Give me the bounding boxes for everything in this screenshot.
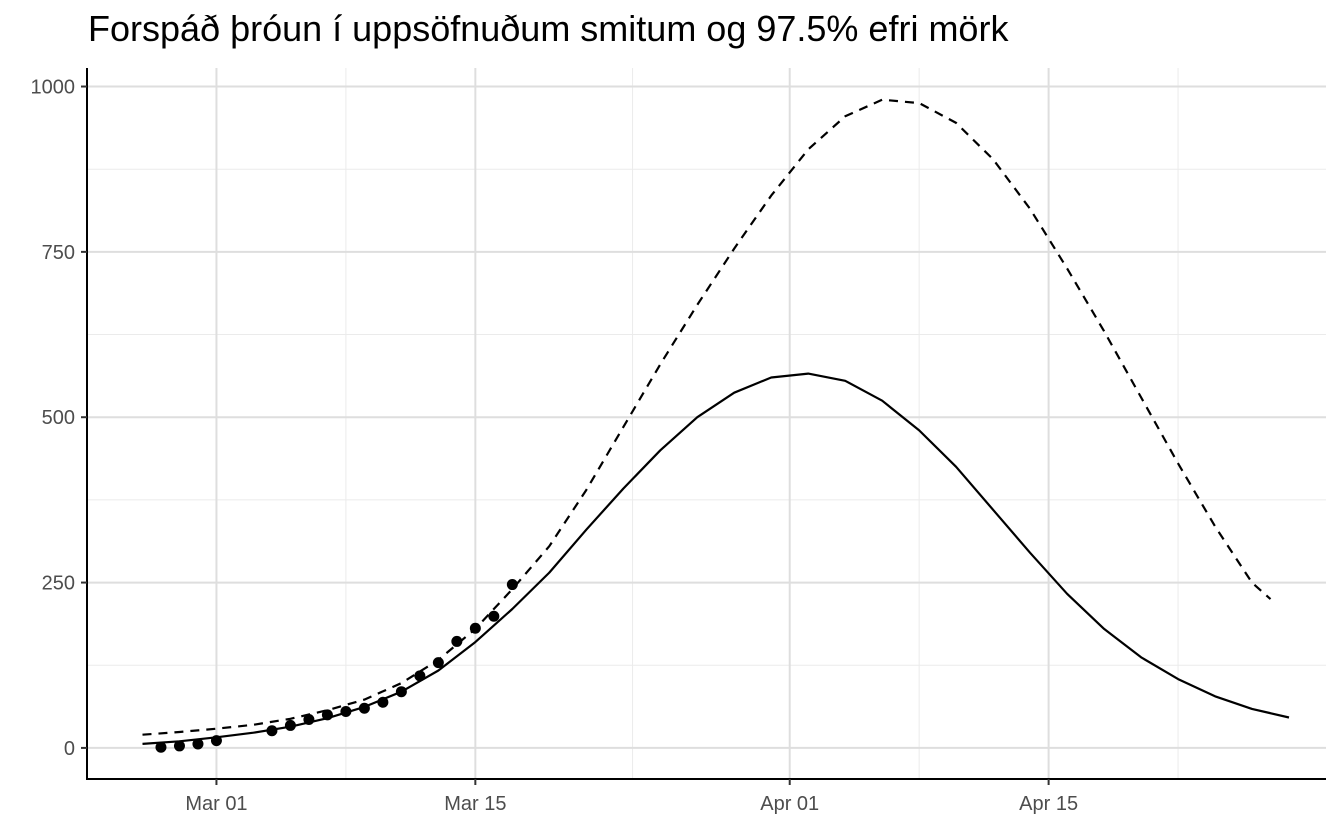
grid-major <box>87 68 1326 779</box>
data-point <box>451 635 463 647</box>
forecast-line <box>142 372 1290 745</box>
y-tick-label: 250 <box>42 573 75 595</box>
data-point <box>192 738 204 750</box>
series-layer <box>142 98 1290 753</box>
upper-bound-line <box>142 98 1272 736</box>
data-point <box>432 657 444 669</box>
y-tick-label: 1000 <box>31 77 76 99</box>
y-tick-label: 750 <box>42 242 75 264</box>
data-point <box>173 740 185 752</box>
y-tick-label: 500 <box>42 407 75 429</box>
data-point <box>506 579 518 591</box>
x-tick-label: Mar 01 <box>185 793 247 815</box>
chart-title: Forspáð þróun í uppsöfnuðum smitum og 97… <box>88 8 1009 49</box>
x-tick-label: Apr 01 <box>760 793 819 815</box>
data-point <box>155 741 167 753</box>
grid-minor <box>87 68 1326 779</box>
data-point <box>488 610 500 622</box>
y-tick-label: 0 <box>64 738 75 760</box>
x-tick-label: Apr 15 <box>1019 793 1078 815</box>
tick-labels: 0 250 500 750 1000 Mar 01 Mar 15 Apr 01 Apr 15 <box>31 77 1079 815</box>
axes <box>81 68 1326 785</box>
x-tick-label: Mar 15 <box>444 793 506 815</box>
